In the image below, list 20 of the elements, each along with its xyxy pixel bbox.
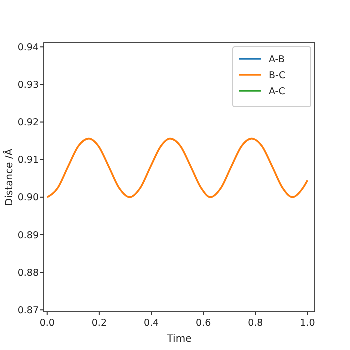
x-tick-label: 0.0 [40, 318, 55, 329]
y-tick-label: 0.89 [18, 230, 39, 242]
x-axis-title: Time [166, 334, 192, 345]
legend-label: A-C [269, 86, 286, 98]
legend-label: B-C [269, 70, 286, 82]
y-axis-title: Distance /Å [2, 148, 16, 206]
y-tick-label: 0.94 [18, 42, 39, 54]
y-tick-label: 0.87 [18, 305, 39, 316]
x-tick-label: 0.8 [248, 318, 264, 329]
y-tick-label: 0.92 [18, 118, 39, 129]
x-tick-label: 0.2 [92, 318, 108, 329]
y-tick-label: 0.88 [18, 268, 39, 279]
y-tick-label: 0.93 [18, 80, 39, 92]
legend-label: A-B [269, 54, 285, 66]
x-tick-label: 1.0 [300, 318, 316, 329]
y-tick-label: 0.90 [18, 192, 39, 204]
x-tick-label: 0.6 [196, 318, 212, 329]
y-tick-label: 0.91 [18, 155, 39, 166]
x-tick-label: 0.4 [144, 318, 160, 329]
line-series [46, 138, 309, 198]
